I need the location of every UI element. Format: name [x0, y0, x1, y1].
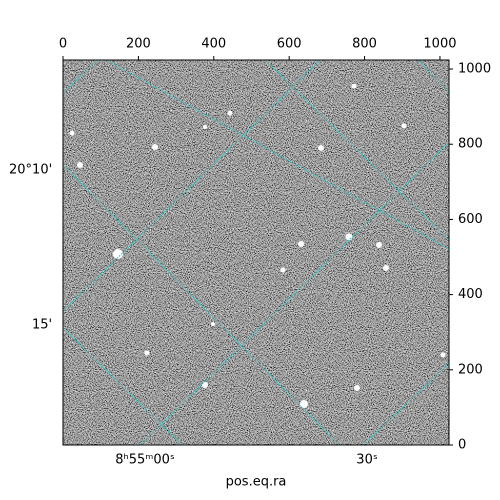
grid-line: [264, 60, 449, 241]
x-axis-label: pos.eq.ra: [226, 475, 287, 490]
dec-label: 15': [32, 318, 52, 333]
x-tick-label: 1000: [423, 37, 456, 52]
y-tick-label: 400: [458, 287, 483, 302]
x-tick-label: 400: [201, 37, 226, 52]
x-tick-label: 600: [277, 37, 302, 52]
star: [69, 130, 75, 136]
grid-line: [362, 362, 449, 445]
ra-label: 8ʰ55ᵐ00ˢ: [115, 453, 175, 468]
star: [203, 125, 207, 129]
frame: [62, 59, 450, 446]
star: [354, 385, 360, 391]
star: [77, 162, 83, 168]
x-tick-label: 200: [126, 37, 151, 52]
image-noise: [63, 60, 449, 445]
ra-label: 30ˢ: [356, 453, 378, 468]
image: [63, 60, 449, 445]
grid-line: [139, 141, 449, 445]
dec-label: 20°10': [9, 163, 52, 178]
star: [144, 350, 150, 356]
star: [211, 322, 215, 326]
y-tick-label: 1000: [458, 62, 491, 77]
star: [345, 233, 353, 241]
y-tick-label: 600: [458, 212, 483, 227]
star: [202, 382, 208, 388]
star: [383, 265, 389, 271]
grid-line: [105, 60, 449, 250]
star: [376, 242, 382, 248]
grid-line: [63, 327, 183, 445]
star: [152, 144, 158, 150]
star: [280, 267, 286, 273]
grid-line: [417, 60, 449, 93]
star: [300, 400, 308, 408]
star: [318, 145, 324, 151]
y-tick-label: 800: [458, 137, 483, 152]
grid-line: [63, 60, 98, 94]
star: [298, 241, 304, 247]
x-tick-label: 800: [352, 37, 377, 52]
star: [440, 352, 446, 358]
star: [113, 249, 123, 259]
y-tick-label: 0: [458, 438, 466, 453]
y-tick-label: 200: [458, 362, 483, 377]
grid-line: [63, 164, 340, 445]
star: [401, 123, 407, 129]
star: [227, 110, 233, 116]
star: [351, 83, 357, 89]
x-tick-label: 0: [59, 37, 67, 52]
coordinate-grid: [63, 60, 449, 445]
